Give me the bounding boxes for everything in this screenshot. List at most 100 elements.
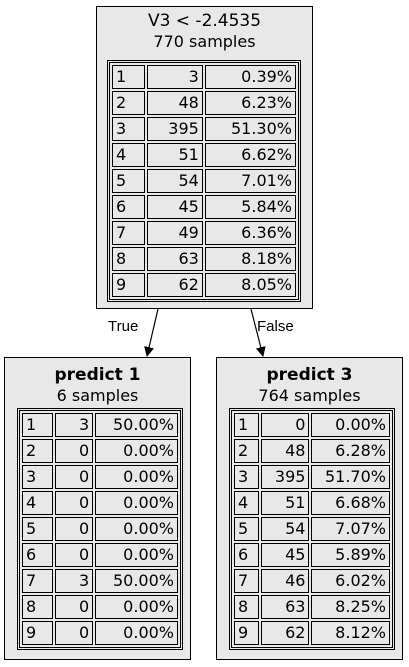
class-count: 54: [260, 517, 310, 541]
class-row: 5 54 7.07%: [234, 517, 390, 541]
class-label: 2: [112, 91, 146, 115]
class-row: 3 0 0.00%: [22, 465, 178, 489]
class-row: 2 48 6.28%: [234, 439, 390, 463]
class-row: 4 51 6.68%: [234, 491, 390, 515]
class-percent: 50.00%: [95, 569, 178, 593]
class-count: 62: [147, 273, 203, 297]
class-percent: 5.84%: [204, 195, 296, 219]
class-row: 9 0 0.00%: [22, 621, 178, 645]
class-percent: 0.00%: [95, 491, 178, 515]
class-percent: 0.00%: [95, 621, 178, 645]
class-percent: 6.62%: [204, 143, 296, 167]
class-row: 7 49 6.36%: [112, 221, 296, 245]
class-row: 6 0 0.00%: [22, 543, 178, 567]
class-label: 6: [112, 195, 146, 219]
class-count: 0: [54, 621, 94, 645]
class-row: 4 0 0.00%: [22, 491, 178, 515]
class-percent: 0.00%: [95, 439, 178, 463]
class-row: 8 0 0.00%: [22, 595, 178, 619]
class-label: 2: [234, 439, 259, 463]
class-row: 1 0 0.00%: [234, 413, 390, 437]
class-label: 9: [22, 621, 53, 645]
class-count: 395: [260, 465, 310, 489]
class-count: 48: [147, 91, 203, 115]
class-count: 3: [147, 65, 203, 89]
class-row: 1 3 0.39%: [112, 65, 296, 89]
edge-true: [144, 308, 159, 357]
class-row: 6 45 5.89%: [234, 543, 390, 567]
class-percent: 6.68%: [311, 491, 390, 515]
root-class-table: 1 3 0.39% 2 48 6.23% 3 395 51.30% 4 51 6.62% 5 54 7.01…: [107, 60, 301, 302]
class-percent: 0.00%: [95, 517, 178, 541]
class-row: 2 48 6.23%: [112, 91, 296, 115]
class-row: 8 63 8.25%: [234, 595, 390, 619]
class-count: 49: [147, 221, 203, 245]
class-label: 7: [234, 569, 259, 593]
class-label: 8: [112, 247, 146, 271]
class-count: 51: [260, 491, 310, 515]
class-count: 45: [147, 195, 203, 219]
class-label: 4: [22, 491, 53, 515]
class-percent: 5.89%: [311, 543, 390, 567]
class-label: 5: [234, 517, 259, 541]
class-count: 46: [260, 569, 310, 593]
class-row: 5 54 7.01%: [112, 169, 296, 193]
class-count: 395: [147, 117, 203, 141]
class-count: 45: [260, 543, 310, 567]
class-percent: 0.00%: [95, 595, 178, 619]
class-percent: 0.00%: [95, 543, 178, 567]
left-class-table: 1 3 50.00% 2 0 0.00% 3 0 0.00% 4 0 0.00% 5 0 0.00% 6 0 0.…: [17, 408, 183, 650]
class-percent: 6.36%: [204, 221, 296, 245]
class-count: 3: [54, 569, 94, 593]
class-label: 8: [22, 595, 53, 619]
class-label: 9: [112, 273, 146, 297]
class-percent: 6.23%: [204, 91, 296, 115]
class-row: 3 395 51.30%: [112, 117, 296, 141]
class-row: 4 51 6.62%: [112, 143, 296, 167]
class-label: 7: [112, 221, 146, 245]
class-count: 0: [54, 543, 94, 567]
class-row: 8 63 8.18%: [112, 247, 296, 271]
class-count: 0: [54, 439, 94, 463]
class-label: 9: [234, 621, 259, 645]
class-percent: 0.00%: [311, 413, 390, 437]
class-count: 63: [260, 595, 310, 619]
class-row: 9 62 8.12%: [234, 621, 390, 645]
class-label: 8: [234, 595, 259, 619]
class-count: 3: [54, 413, 94, 437]
class-label: 4: [112, 143, 146, 167]
root-split-condition: V3 < -2.4535: [147, 11, 262, 31]
class-percent: 8.25%: [311, 595, 390, 619]
class-label: 6: [234, 543, 259, 567]
class-count: 0: [54, 465, 94, 489]
root-node: V3 < -2.4535 770 samples 1 3 0.39% 2 48 6.23%…: [96, 6, 313, 309]
class-percent: 8.18%: [204, 247, 296, 271]
class-count: 63: [147, 247, 203, 271]
class-label: 6: [22, 543, 53, 567]
class-percent: 7.07%: [311, 517, 390, 541]
class-count: 51: [147, 143, 203, 167]
class-percent: 7.01%: [204, 169, 296, 193]
class-percent: 6.02%: [311, 569, 390, 593]
class-label: 1: [234, 413, 259, 437]
class-count: 62: [260, 621, 310, 645]
class-row: 6 45 5.84%: [112, 195, 296, 219]
right-class-table: 1 0 0.00% 2 48 6.28% 3 395 51.70% 4 51 6.68% 5 54 7.07…: [229, 408, 395, 650]
class-row: 2 0 0.00%: [22, 439, 178, 463]
class-percent: 51.70%: [311, 465, 390, 489]
left-prediction: predict 1: [54, 365, 141, 385]
class-label: 1: [22, 413, 53, 437]
class-label: 3: [22, 465, 53, 489]
root-samples: 770 samples: [153, 32, 256, 51]
edge-label-true: True: [108, 318, 139, 335]
class-count: 0: [54, 491, 94, 515]
class-label: 1: [112, 65, 146, 89]
left-leaf-node: predict 1 6 samples 1 3 50.00% 2 0 0.00% 3 0 0.0…: [4, 357, 191, 660]
edge-false: [250, 308, 266, 357]
class-percent: 51.30%: [204, 117, 296, 141]
class-percent: 8.05%: [204, 273, 296, 297]
class-label: 5: [22, 517, 53, 541]
class-count: 48: [260, 439, 310, 463]
class-label: 3: [112, 117, 146, 141]
class-percent: 0.39%: [204, 65, 296, 89]
